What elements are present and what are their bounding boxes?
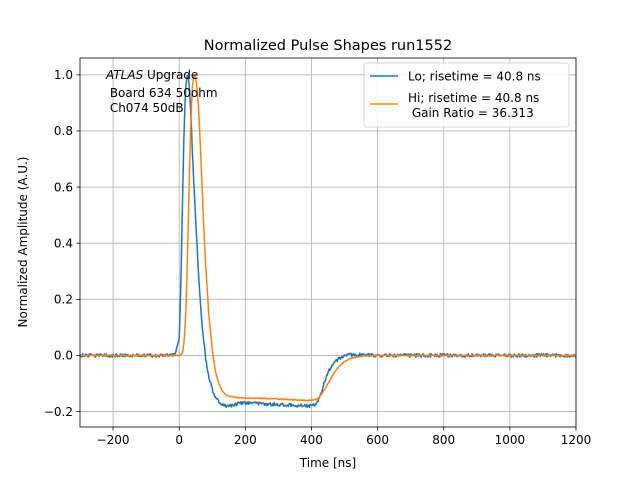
- y-tick-label: 0.6: [54, 180, 73, 194]
- tick-layer: −200 0 200 400 600 800 1000 1200 −0.2 0.0 0.2 0.4 0.…: [44, 68, 591, 447]
- x-tick-label: 1000: [495, 433, 526, 447]
- x-tick-label: 400: [300, 433, 323, 447]
- annotation-atlas: ATLAS: [105, 68, 144, 82]
- x-tick-label: −200: [97, 433, 130, 447]
- x-axis-label: Time [ns]: [299, 456, 356, 470]
- legend-label-hi-line: Gain Ratio = 36.313: [408, 106, 534, 120]
- annotation-line-3: Ch074 50dB: [106, 101, 184, 115]
- legend-label-hi: Hi; risetime = 40.8 ns Gain Ratio = 36.3…: [408, 91, 539, 120]
- chart-title: Normalized Pulse Shapes run1552: [204, 38, 452, 54]
- legend-label-hi-line: Hi; risetime = 40.8 ns: [408, 91, 539, 105]
- y-tick-label: 0.2: [54, 293, 73, 307]
- series-layer: [79, 74, 577, 409]
- x-tick-label: 800: [432, 433, 455, 447]
- annotation-line-1: ATLAS Upgrade: [105, 68, 198, 82]
- x-tick-label: 1200: [561, 433, 592, 447]
- axes-frame: [79, 57, 577, 428]
- annotation-line-2: Board 634 50ohm: [106, 86, 218, 100]
- annotation-text: ATLAS Upgrade Board 634 50ohm Ch074 50dB: [105, 68, 218, 115]
- y-axis-label: Normalized Amplitude (A.U.): [16, 157, 30, 328]
- annotation-upgrade: Upgrade: [143, 68, 198, 82]
- series-hi-line: [79, 74, 577, 402]
- y-tick-label: 1.0: [54, 68, 73, 82]
- x-tick-label: 0: [175, 433, 183, 447]
- y-tick-label: 0.4: [54, 236, 73, 250]
- legend-box: [363, 62, 570, 128]
- y-tick-label: 0.0: [54, 349, 73, 363]
- x-tick-label: 600: [366, 433, 389, 447]
- y-tick-label: 0.8: [54, 124, 73, 138]
- x-tick-label: 200: [234, 433, 257, 447]
- legend-label-lo: Lo; risetime = 40.8 ns: [408, 70, 541, 84]
- legend: Lo; risetime = 40.8 ns Hi; risetime = 40…: [363, 62, 570, 128]
- y-tick-label: −0.2: [44, 405, 73, 419]
